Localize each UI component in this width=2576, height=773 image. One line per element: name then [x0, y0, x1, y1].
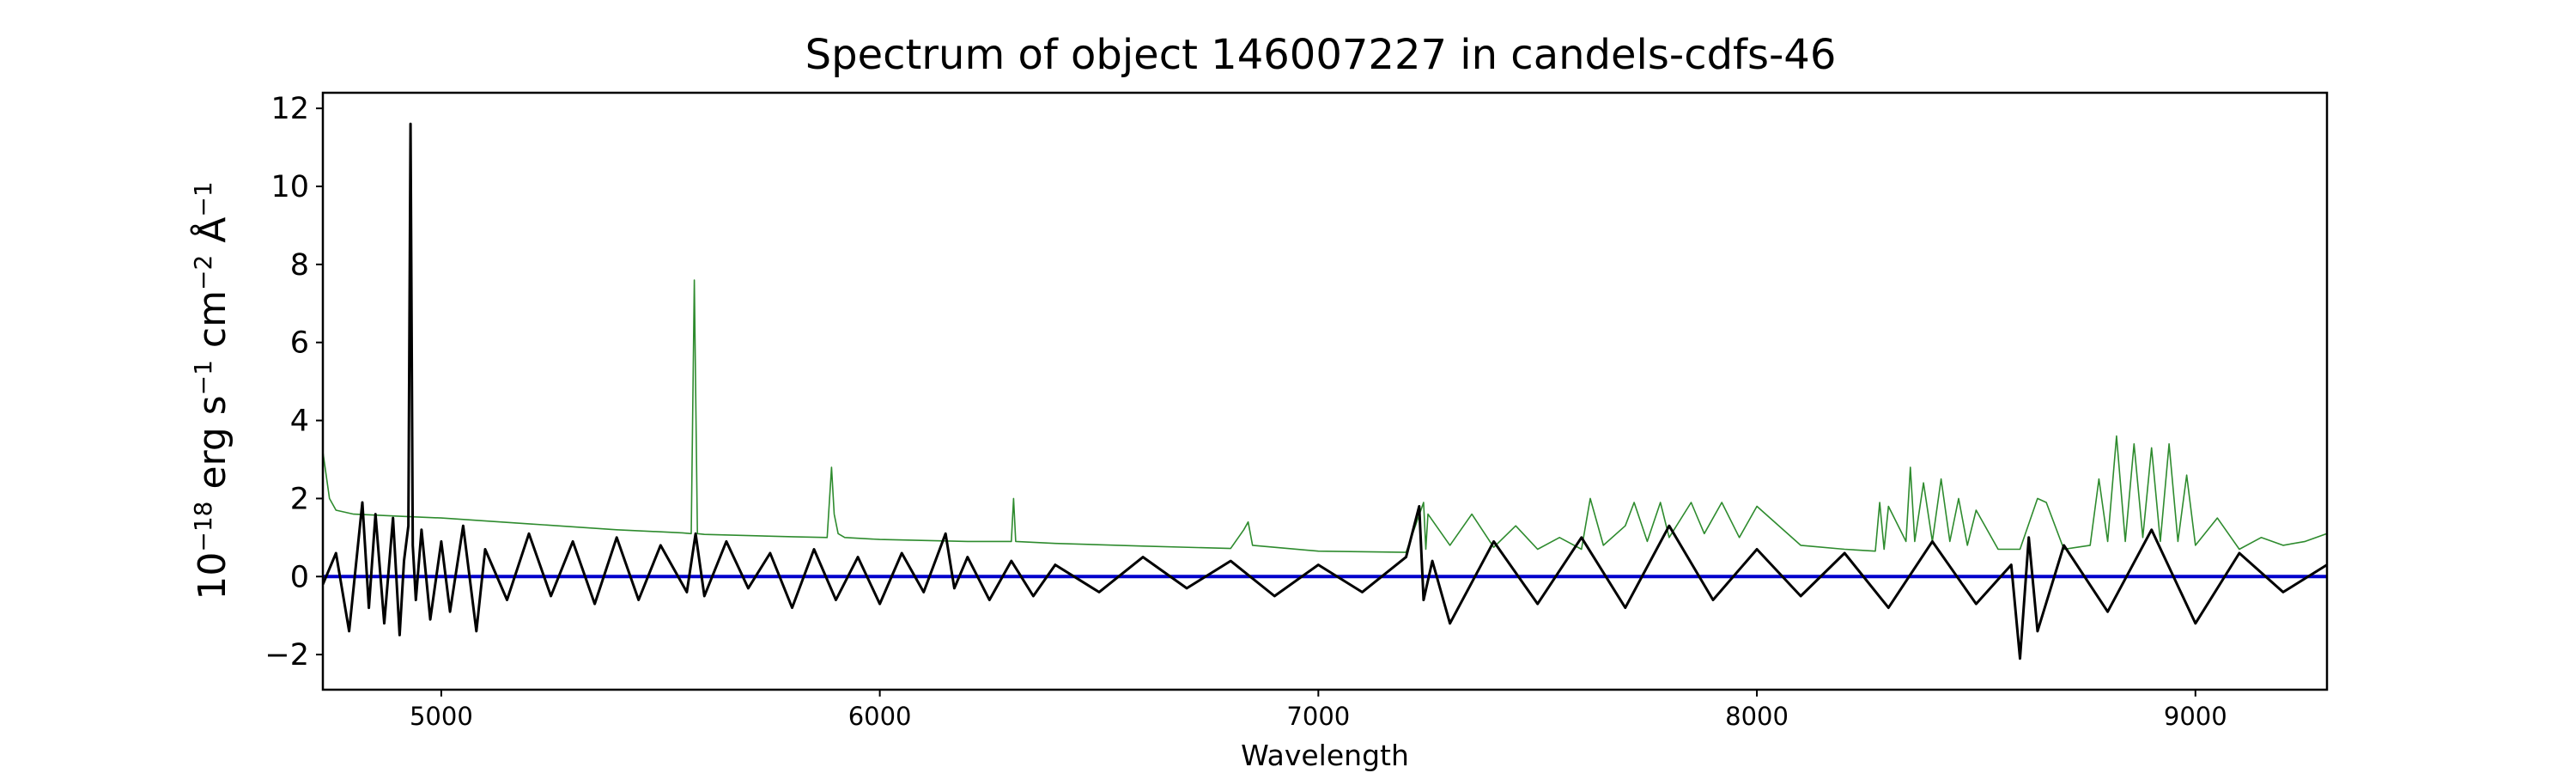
- x-tick-label: 9000: [2164, 702, 2227, 731]
- x-tick-label: 6000: [848, 702, 912, 731]
- y-tick-label: 10: [270, 170, 309, 204]
- x-axis-ticks: 5000 6000 7000 8000 9000: [410, 690, 2227, 731]
- y-axis-label: 10−18 erg s−1 cm−2 Å−1: [189, 181, 234, 600]
- y-tick-label: 2: [290, 482, 309, 516]
- x-tick-label: 5000: [410, 702, 473, 731]
- y-tick-label: 0: [290, 560, 309, 594]
- y-tick-label: −2: [264, 638, 309, 673]
- object-spectrum-line: [323, 122, 2327, 660]
- y-tick-label: 6: [290, 326, 309, 361]
- y-tick-label: 12: [270, 92, 309, 126]
- y-tick-label: 8: [290, 248, 309, 283]
- x-tick-label: 7000: [1286, 702, 1350, 731]
- series-layer: [323, 122, 2327, 660]
- y-tick-label: 4: [290, 405, 309, 439]
- y-axis-ticks: −2 0 2 4 6 8 10 12: [264, 92, 323, 673]
- plot-frame: [321, 91, 2329, 691]
- sky-spectrum-line: [323, 279, 2327, 553]
- chart-title: Spectrum of object 146007227 in candels-…: [805, 31, 1837, 79]
- x-tick-label: 8000: [1725, 702, 1789, 731]
- x-axis-label: Wavelength: [1241, 739, 1409, 772]
